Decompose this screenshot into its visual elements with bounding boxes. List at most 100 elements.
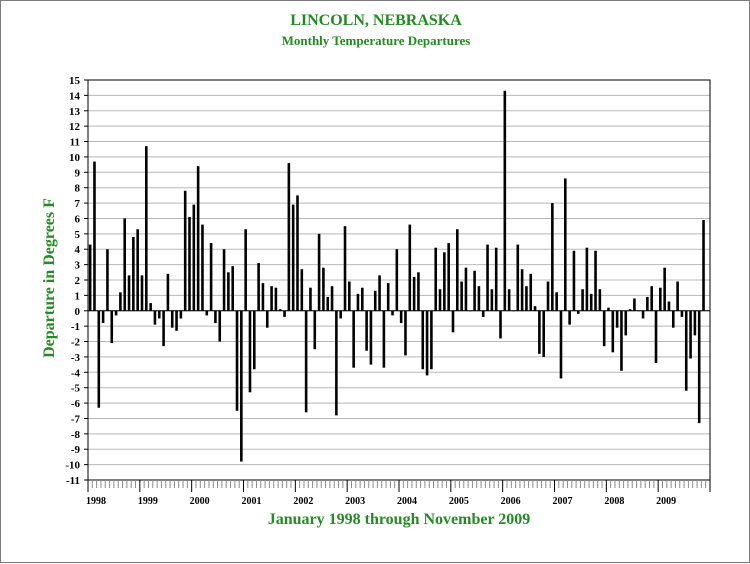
bar xyxy=(127,275,131,311)
bar xyxy=(348,281,351,311)
year-label: 2002 xyxy=(293,496,313,507)
bar xyxy=(179,310,183,319)
chart-subtitle: Monthly Temperature Departures xyxy=(282,33,471,48)
bar xyxy=(676,281,679,311)
bar xyxy=(145,146,148,311)
y-tick-label: -10 xyxy=(65,460,80,472)
bar xyxy=(486,244,489,311)
bar xyxy=(205,310,209,316)
bar xyxy=(646,296,649,311)
bar xyxy=(386,283,390,311)
bar xyxy=(149,303,152,311)
x-axis-ticks xyxy=(87,480,711,492)
bar xyxy=(300,269,304,311)
bar xyxy=(425,310,429,376)
x-axis-label: January 1998 through November 2009 xyxy=(268,511,531,528)
bar xyxy=(412,276,416,311)
bar xyxy=(101,310,105,324)
bar xyxy=(637,310,641,312)
bar xyxy=(369,310,373,365)
year-label: 1998 xyxy=(86,496,106,507)
bar xyxy=(248,310,252,393)
bar xyxy=(516,244,520,311)
bar xyxy=(227,272,230,311)
year-label: 2000 xyxy=(190,496,210,507)
bar xyxy=(110,310,114,344)
y-tick-label: 8 xyxy=(75,183,81,195)
y-tick-label: -7 xyxy=(71,413,81,425)
bar xyxy=(291,204,295,311)
bar xyxy=(270,286,273,311)
bar xyxy=(214,310,217,324)
bar xyxy=(209,243,213,311)
y-tick-label: 12 xyxy=(69,121,81,133)
bar xyxy=(689,310,692,359)
bar xyxy=(659,287,662,311)
bar xyxy=(287,163,291,311)
bar xyxy=(421,310,425,370)
y-tick-label: 7 xyxy=(75,198,81,210)
bar xyxy=(434,247,438,311)
bar xyxy=(503,90,507,311)
bar xyxy=(253,310,256,370)
y-tick-label: -8 xyxy=(71,429,81,441)
bar xyxy=(119,292,122,311)
bar xyxy=(309,287,312,311)
bar xyxy=(170,310,174,328)
year-label: 2009 xyxy=(656,496,676,507)
y-tick-label: -2 xyxy=(71,337,81,349)
year-label: 2001 xyxy=(242,496,262,507)
bar xyxy=(654,310,658,364)
bar xyxy=(218,310,222,342)
bar xyxy=(304,310,308,413)
bar xyxy=(481,310,485,317)
bar xyxy=(378,275,381,311)
bar xyxy=(114,310,118,316)
y-tick-label: 10 xyxy=(69,152,81,164)
y-tick-label: -5 xyxy=(71,383,81,395)
bar xyxy=(641,310,645,319)
bar xyxy=(192,204,196,311)
y-tick-label: 5 xyxy=(75,229,81,241)
bar xyxy=(538,310,541,354)
bar xyxy=(564,178,567,311)
bar xyxy=(633,298,636,311)
bar xyxy=(598,289,602,311)
bar xyxy=(356,293,360,311)
bar xyxy=(581,289,584,311)
bar xyxy=(430,310,433,370)
bar xyxy=(175,310,178,331)
bar xyxy=(607,307,610,311)
bar xyxy=(343,226,347,311)
bar xyxy=(628,309,632,311)
y-tick-label: 2 xyxy=(75,275,81,287)
bar xyxy=(568,310,571,325)
bar xyxy=(693,310,697,336)
bar xyxy=(106,249,109,311)
bar xyxy=(132,236,135,311)
bar xyxy=(520,269,524,311)
bar xyxy=(231,266,234,311)
bar xyxy=(468,310,472,312)
bar xyxy=(684,310,688,391)
bar xyxy=(335,310,338,416)
bar xyxy=(244,229,247,311)
bar xyxy=(460,281,463,311)
bar xyxy=(93,161,96,311)
bar xyxy=(222,249,226,311)
bar xyxy=(88,244,92,311)
bar xyxy=(533,306,537,311)
bar xyxy=(326,296,330,311)
gridlines xyxy=(88,79,710,481)
bar-series xyxy=(88,90,705,462)
year-label: 2004 xyxy=(397,496,417,507)
bar xyxy=(153,310,157,325)
bar xyxy=(702,220,705,311)
bar xyxy=(507,289,511,311)
bar xyxy=(274,287,278,311)
bar xyxy=(572,250,576,311)
bar xyxy=(499,310,502,339)
bar xyxy=(183,190,187,311)
bar xyxy=(589,293,593,311)
